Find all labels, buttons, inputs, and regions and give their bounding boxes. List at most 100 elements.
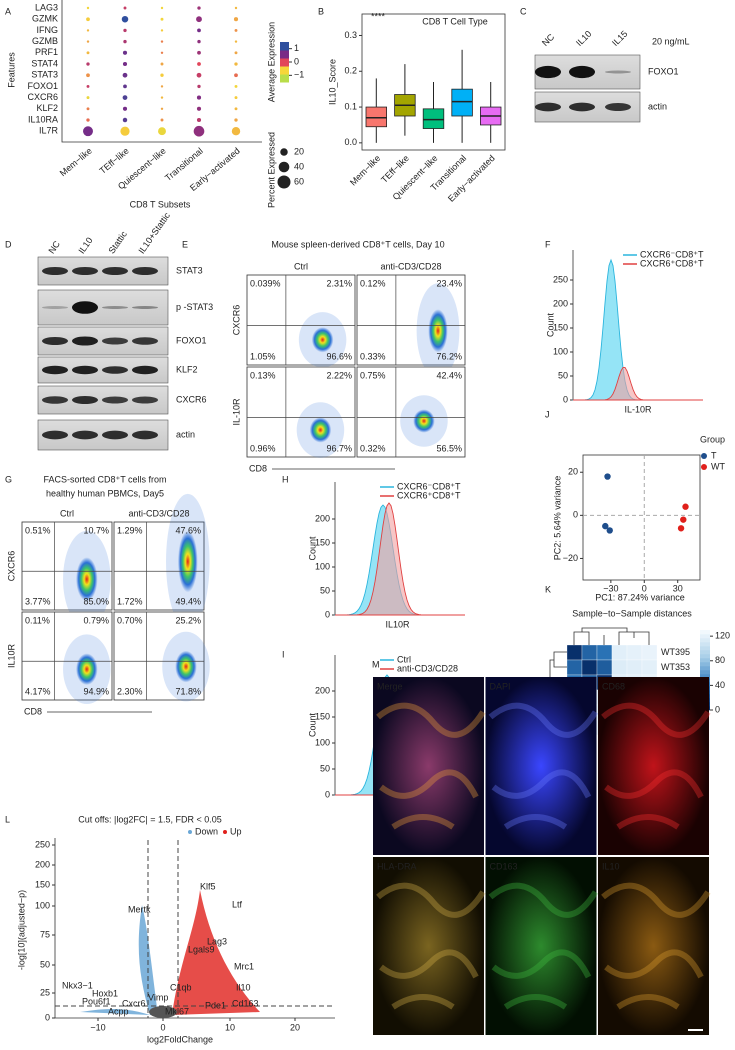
x-tick-label: TEff−like xyxy=(97,146,130,176)
quadrant-value: 1.72% xyxy=(117,596,143,606)
axis-title: PC2: 5.64% variance xyxy=(552,476,562,561)
quadrant-value: 3.77% xyxy=(25,596,51,606)
y-tick-label: 0.2 xyxy=(344,66,357,76)
axis-title: IL10_Score xyxy=(327,59,337,105)
blot-band xyxy=(132,306,158,309)
y-tick-label: 0 xyxy=(325,789,330,799)
cell-cloud xyxy=(177,530,198,593)
y-tick-label: 100 xyxy=(315,737,330,747)
histogram xyxy=(573,258,703,401)
dot xyxy=(160,85,164,88)
colorbar-step xyxy=(700,634,710,639)
axis-title: log2FoldChange xyxy=(147,1034,213,1044)
gene-label: Il10 xyxy=(236,982,251,992)
quadrant-value: 1.29% xyxy=(117,525,143,535)
lane-label: Stattic xyxy=(106,229,129,256)
tissue-texture xyxy=(488,702,599,830)
dot xyxy=(160,118,164,122)
tissue-texture xyxy=(601,882,711,1010)
x-tick-label: 30 xyxy=(673,583,683,593)
panel-title: Mouse spleen-derived CD8⁺T cells, Day 10 xyxy=(271,239,444,249)
y-tick-label: 150 xyxy=(35,879,50,889)
chart-title: Sample−to−Sample distances xyxy=(572,608,692,618)
quadrant-value: 0.039% xyxy=(250,278,281,288)
blot-band xyxy=(132,430,158,440)
blot-band xyxy=(102,306,128,309)
gene-label: Vimp xyxy=(148,992,168,1002)
blot-band xyxy=(72,301,98,314)
point xyxy=(606,527,613,534)
feature-label: KLF2 xyxy=(36,103,58,113)
gene-label: Nkx3−1 xyxy=(62,980,93,990)
micrograph xyxy=(485,857,597,1035)
dot xyxy=(234,40,238,43)
dot xyxy=(196,16,202,23)
dot xyxy=(86,96,90,100)
cell-cloud xyxy=(413,409,435,433)
box xyxy=(451,88,473,117)
gene-label: Acpp xyxy=(108,1006,129,1016)
up-cloud xyxy=(172,890,260,1015)
lane-label: IL10+Stattic xyxy=(136,210,172,255)
axis xyxy=(61,0,262,143)
dot xyxy=(234,96,238,100)
dot xyxy=(193,125,205,137)
colorbar-tick-label: −1 xyxy=(294,70,304,80)
blot-label: KLF2 xyxy=(176,364,198,374)
y-tick-label: 0 xyxy=(45,1012,50,1022)
gene-label: Hoxb1 xyxy=(92,988,118,998)
blot-band xyxy=(132,396,158,404)
blot-band xyxy=(42,430,68,440)
dot xyxy=(123,39,127,44)
marker-label: CD8 xyxy=(249,463,267,473)
legend-label: Down xyxy=(195,826,218,836)
marker-label: CXCR6 xyxy=(231,305,241,336)
cell-cloud xyxy=(309,417,332,443)
y-tick-label: 50 xyxy=(40,959,50,969)
plot-frame xyxy=(582,454,701,581)
dot xyxy=(122,95,128,100)
y-tick-label: 250 xyxy=(35,839,50,849)
micrograph xyxy=(373,857,484,1035)
gene-label: Mrc1 xyxy=(234,961,254,971)
row-label: WT395 xyxy=(661,647,690,657)
flow-plot xyxy=(356,366,466,458)
dot xyxy=(160,73,164,77)
colorbar-tick-label: 1 xyxy=(294,43,299,53)
y-tick-label: 100 xyxy=(35,900,50,910)
heat-cell xyxy=(596,659,613,676)
dot xyxy=(123,6,127,10)
y-tick-label: 250 xyxy=(553,274,568,284)
dot xyxy=(160,40,164,43)
dot xyxy=(86,6,90,10)
blot-band xyxy=(132,337,158,345)
point xyxy=(602,522,609,530)
panel-letter: M xyxy=(372,659,380,669)
flow-plot xyxy=(21,611,113,701)
marker-label: IL-10R xyxy=(231,398,241,426)
quadrant-value: 0.11% xyxy=(25,615,50,625)
blot-band xyxy=(42,266,68,276)
colorbar-step xyxy=(700,666,710,671)
blot-band xyxy=(132,365,158,375)
point xyxy=(677,525,685,532)
gene-label: Mki67 xyxy=(165,1006,189,1016)
gene-label: Pou6f1 xyxy=(82,996,111,1006)
quadrant-value: 76.2% xyxy=(436,351,462,361)
colorbar-tick-label: 40 xyxy=(715,680,725,690)
feature-label: IL7R xyxy=(39,126,59,136)
legend-label: CXCR6⁺CD8⁺T xyxy=(397,490,461,500)
tissue-texture xyxy=(376,702,486,830)
quadrant-value: 0.13% xyxy=(250,370,276,380)
legend-title: Group xyxy=(700,434,725,444)
dot xyxy=(122,117,128,123)
colorbar-step xyxy=(700,646,710,651)
colorbar-step xyxy=(280,74,289,83)
y-tick-label: 200 xyxy=(35,859,50,869)
y-tick-label: 200 xyxy=(315,685,330,695)
size-key-label: 20 xyxy=(294,146,304,156)
y-tick-label: 100 xyxy=(553,346,568,356)
dot xyxy=(197,84,201,89)
blot-label: CXCR6 xyxy=(176,394,207,404)
dot xyxy=(196,95,202,100)
